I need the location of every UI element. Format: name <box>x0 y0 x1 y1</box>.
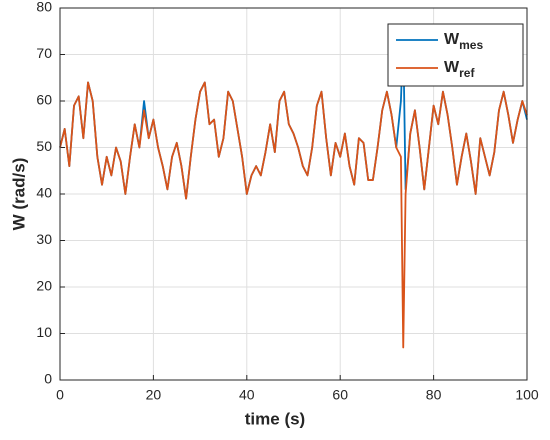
x-tick-label: 20 <box>146 387 162 403</box>
y-tick-label: 10 <box>36 324 52 340</box>
legend-name: W <box>444 31 460 48</box>
plot-frame <box>59 7 528 381</box>
legend-label: Wmes <box>444 31 483 52</box>
y-tick-label: 20 <box>36 278 52 294</box>
legend-subscript: ref <box>459 66 475 80</box>
y-tick-label: 30 <box>36 231 52 247</box>
x-tick-label: 0 <box>56 387 64 403</box>
x-axis-label: time (s) <box>245 409 305 428</box>
y-axis-label: W (rad/s) <box>9 158 28 231</box>
legend-label: Wref <box>444 59 475 80</box>
x-tick-label: 80 <box>426 387 442 403</box>
y-tick-label: 80 <box>36 0 52 15</box>
x-tick-label: 40 <box>239 387 255 403</box>
legend-name: W <box>444 59 460 76</box>
x-tick-label: 100 <box>515 387 539 403</box>
y-tick-label: 40 <box>36 185 52 201</box>
legend-subscript: mes <box>459 38 483 52</box>
y-tick-label: 60 <box>36 92 52 108</box>
legend-box <box>387 23 524 87</box>
y-tick-label: 0 <box>44 371 52 387</box>
x-tick-label: 60 <box>332 387 348 403</box>
y-tick-label: 70 <box>36 45 52 61</box>
y-tick-label: 50 <box>36 138 52 154</box>
series-line <box>59 81 528 349</box>
